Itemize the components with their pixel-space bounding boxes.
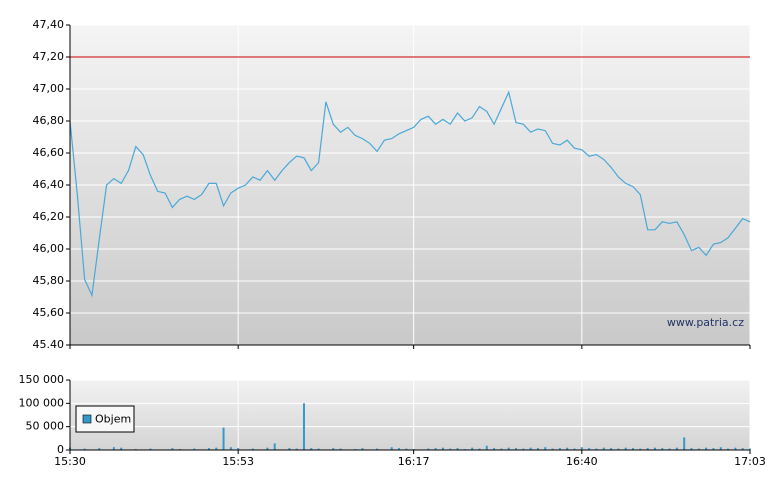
volume-bar <box>573 448 576 450</box>
volume-bar <box>507 447 510 450</box>
volume-plot-area <box>70 380 750 450</box>
volume-bar <box>683 437 686 450</box>
volume-bar <box>478 448 481 450</box>
volume-bar <box>83 448 86 450</box>
volume-bar <box>588 448 591 450</box>
x-tick-label: 15:53 <box>222 455 254 468</box>
volume-bar <box>112 447 115 450</box>
y-tick-label: 46,80 <box>33 114 65 127</box>
price-line <box>69 90 751 298</box>
volume-bar <box>405 448 408 450</box>
y-tick-label: 50 000 <box>26 420 65 433</box>
volume-bar <box>646 448 649 450</box>
volume-bar <box>595 448 598 450</box>
volume-bar <box>719 447 722 450</box>
volume-bar <box>632 448 635 450</box>
volume-bar <box>705 447 708 450</box>
volume-bar <box>251 448 254 450</box>
volume-bar <box>544 447 547 450</box>
volume-bar <box>310 448 313 450</box>
volume-bar <box>449 448 452 450</box>
y-tick-label: 46,40 <box>33 178 65 191</box>
volume-bar <box>536 448 539 450</box>
x-tick-label: 15:30 <box>54 455 86 468</box>
volume-bar <box>339 448 342 450</box>
y-tick-label: 46,20 <box>33 210 65 223</box>
volume-bar <box>485 445 488 450</box>
volume-bar <box>207 448 210 450</box>
volume-bar <box>661 448 664 450</box>
volume-bar <box>456 448 459 450</box>
volume-bar <box>493 448 496 450</box>
volume-bar <box>427 448 430 450</box>
volume-bar <box>215 447 218 450</box>
volume-bar <box>668 448 671 450</box>
volume-bar <box>237 448 240 450</box>
volume-bar <box>690 448 693 450</box>
volume-bar <box>434 448 437 450</box>
watermark: www.patria.cz <box>667 316 744 329</box>
y-tick-label: 100 000 <box>19 396 65 409</box>
y-tick-label: 46,60 <box>33 146 65 159</box>
volume-bar <box>273 443 276 450</box>
volume-bar <box>390 447 393 450</box>
volume-bar <box>120 447 123 450</box>
volume-bar <box>580 447 583 450</box>
volume-bar <box>441 447 444 450</box>
volume-bar <box>98 448 101 450</box>
volume-bar <box>639 448 642 450</box>
volume-bar <box>529 447 532 450</box>
volume-bar <box>500 448 503 450</box>
volume-bar <box>149 448 152 450</box>
volume-bar <box>471 447 474 450</box>
volume-bar <box>602 447 605 450</box>
volume-bar <box>361 448 364 450</box>
x-tick-label: 16:17 <box>398 455 430 468</box>
x-tick-label: 16:40 <box>566 455 598 468</box>
volume-bar <box>171 448 174 450</box>
volume-bar <box>624 447 627 450</box>
volume-bar <box>675 447 678 450</box>
volume-bar <box>551 448 554 450</box>
volume-bar <box>741 448 744 450</box>
y-tick-label: 45.40 <box>33 338 65 351</box>
volume-bar <box>617 448 620 450</box>
y-tick-label: 47,20 <box>33 50 65 63</box>
volume-bar <box>712 448 715 450</box>
volume-bar <box>515 448 518 450</box>
volume-bar <box>288 448 291 450</box>
y-tick-label: 150 000 <box>19 373 65 386</box>
volume-bar <box>727 448 730 450</box>
y-tick-label: 47,40 <box>33 18 65 31</box>
volume-bar <box>302 403 305 450</box>
y-tick-label: 46,00 <box>33 242 65 255</box>
volume-bar <box>734 447 737 450</box>
volume-bar <box>522 448 525 450</box>
volume-bar <box>229 447 232 450</box>
volume-bar <box>697 448 700 450</box>
volume-bar <box>317 448 320 450</box>
volume-bar <box>558 448 561 450</box>
volume-bar <box>332 448 335 450</box>
y-tick-label: 45,60 <box>33 306 65 319</box>
volume-bar <box>398 448 401 450</box>
legend-label: Objem <box>95 413 131 426</box>
volume-bar <box>193 448 196 450</box>
volume-bar <box>566 447 569 450</box>
x-tick-label: 17:03 <box>734 455 766 468</box>
volume-bar <box>266 447 269 450</box>
y-tick-label: 0 <box>57 443 64 456</box>
volume-bar <box>749 448 751 450</box>
volume-bar <box>610 448 613 450</box>
volume-bar <box>295 448 298 450</box>
y-tick-label: 47,00 <box>33 82 65 95</box>
legend-swatch <box>82 414 92 424</box>
volume-bar <box>222 427 225 450</box>
y-tick-label: 45,80 <box>33 274 65 287</box>
volume-bar <box>376 448 379 450</box>
volume-bar <box>653 447 656 450</box>
